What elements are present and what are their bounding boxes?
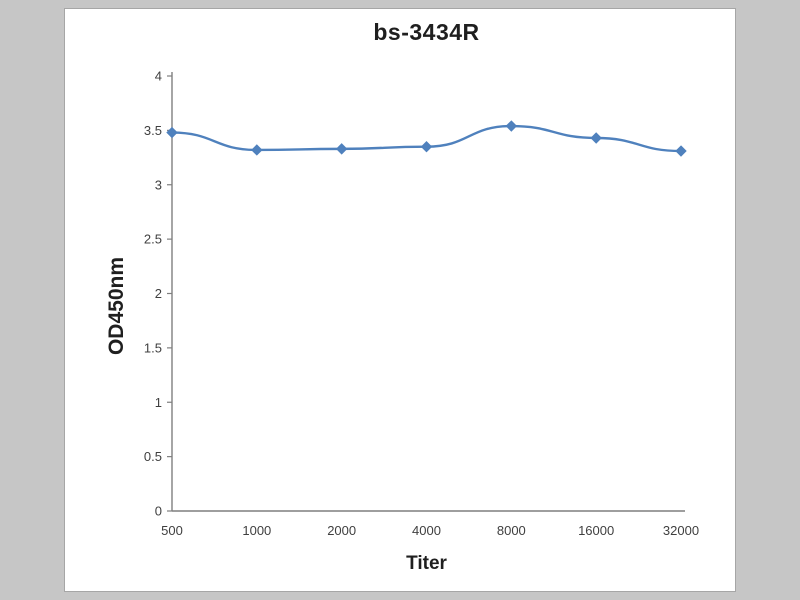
x-tick-label: 2000 [327, 523, 356, 538]
data-point-marker [335, 143, 348, 155]
chart-canvas: 0 0.5 1 1.5 2 2.5 3 3.5 4 500 1000 2000 4000 8000 1600… [144, 69, 699, 539]
data-point-marker [251, 144, 263, 156]
y-tick-label: 3.5 [144, 123, 162, 138]
x-tick-label: 32000 [663, 523, 699, 538]
data-point-marker [166, 126, 178, 139]
data-point-marker [505, 120, 518, 132]
y-tick-label: 1 [155, 395, 162, 410]
y-tick-label: 0 [155, 504, 162, 519]
y-tick-label: 4 [155, 69, 162, 84]
x-tick-label: 500 [161, 523, 183, 538]
data-point-marker [420, 140, 433, 153]
chart-panel: bs-3434R OD450nm 0 0.5 1 1.5 2 2.5 3 3.5 4 500 100… [64, 8, 736, 592]
x-axis-title: Titer [406, 553, 447, 574]
data-point-marker [675, 145, 687, 157]
y-tick-label: 1.5 [144, 340, 162, 355]
data-point-marker [590, 132, 602, 144]
y-tick-label: 2 [155, 286, 162, 301]
y-tick-label: 0.5 [144, 449, 162, 464]
y-tick-label: 3 [155, 177, 162, 192]
x-tick-label: 16000 [578, 523, 614, 538]
y-tick-label: 2.5 [144, 232, 162, 247]
x-tick-label: 1000 [242, 523, 271, 538]
x-tick-label: 4000 [412, 523, 441, 538]
x-tick-label: 8000 [497, 523, 526, 538]
chart-title: bs-3434R [373, 19, 480, 45]
